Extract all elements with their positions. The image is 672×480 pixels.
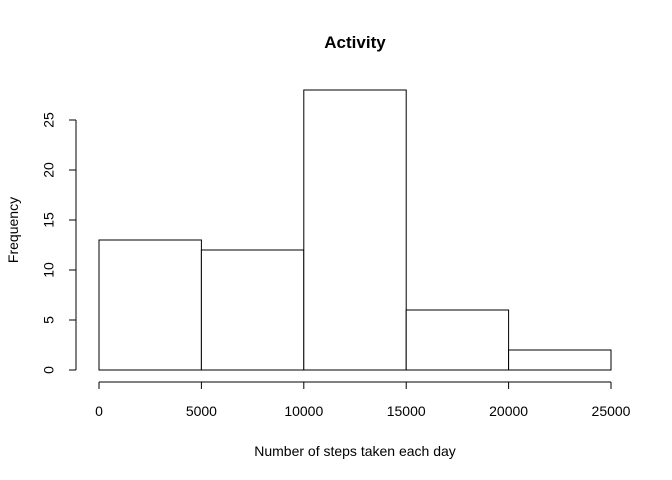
x-tick-label: 0 (95, 403, 103, 419)
y-tick-label: 25 (41, 112, 57, 128)
y-tick-label: 20 (41, 162, 57, 178)
x-axis: 0 5000 10000 15000 20000 25000 (95, 381, 631, 419)
bar-5 (508, 349, 612, 371)
bar-3 (303, 89, 407, 371)
x-axis-label: Number of steps taken each day (254, 443, 456, 459)
chart-title: Activity (324, 33, 386, 52)
x-tick-label: 10000 (284, 403, 323, 419)
bar-4 (405, 309, 510, 371)
y-tick-label: 0 (41, 366, 57, 374)
bars-group (98, 89, 612, 371)
y-axis-label: Frequency (5, 197, 21, 263)
bar-2 (200, 249, 305, 371)
x-tick-label: 15000 (387, 403, 426, 419)
y-tick-label: 10 (41, 262, 57, 278)
x-tick-label: 20000 (489, 403, 528, 419)
x-tick-label: 5000 (186, 403, 217, 419)
y-tick-label: 15 (41, 212, 57, 228)
x-tick-label: 25000 (592, 403, 631, 419)
y-tick-label: 5 (41, 316, 57, 324)
bar-1 (98, 239, 202, 371)
y-axis: 0 5 10 15 20 25 (41, 112, 77, 374)
